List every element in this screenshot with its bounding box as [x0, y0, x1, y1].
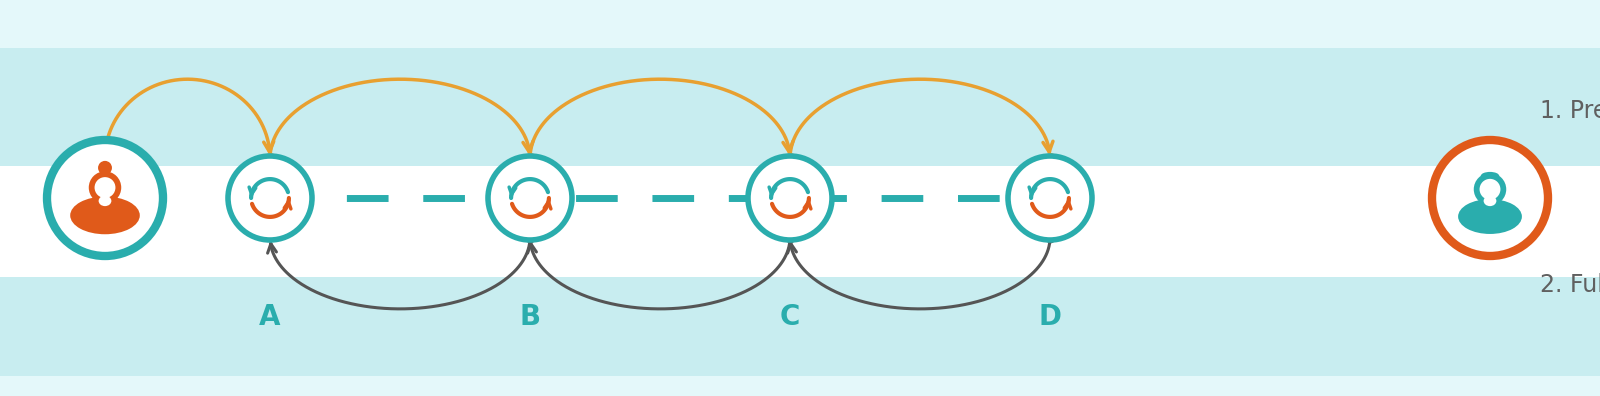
Bar: [0, 166, 1600, 277]
Circle shape: [1474, 173, 1506, 206]
Circle shape: [1008, 156, 1091, 240]
Text: 2. Fulfill: 2. Fulfill: [1539, 273, 1600, 297]
Circle shape: [98, 161, 112, 175]
Circle shape: [1432, 140, 1549, 256]
Circle shape: [229, 156, 312, 240]
Bar: [0, 277, 1600, 376]
Circle shape: [88, 171, 122, 204]
Ellipse shape: [1458, 199, 1522, 234]
Ellipse shape: [1480, 172, 1499, 180]
Circle shape: [1480, 179, 1501, 200]
Text: B: B: [520, 303, 541, 331]
Circle shape: [749, 156, 832, 240]
Ellipse shape: [70, 196, 139, 234]
Text: 1. Prepare: 1. Prepare: [1539, 99, 1600, 123]
Bar: [0, 48, 1600, 166]
Ellipse shape: [1483, 196, 1496, 206]
Circle shape: [488, 156, 573, 240]
Circle shape: [94, 177, 115, 198]
Text: A: A: [259, 303, 280, 331]
Text: C: C: [779, 303, 800, 331]
Circle shape: [46, 140, 163, 256]
Bar: [0, 376, 1600, 396]
Ellipse shape: [99, 196, 112, 206]
Text: D: D: [1038, 303, 1061, 331]
Bar: [0, 0, 1600, 48]
